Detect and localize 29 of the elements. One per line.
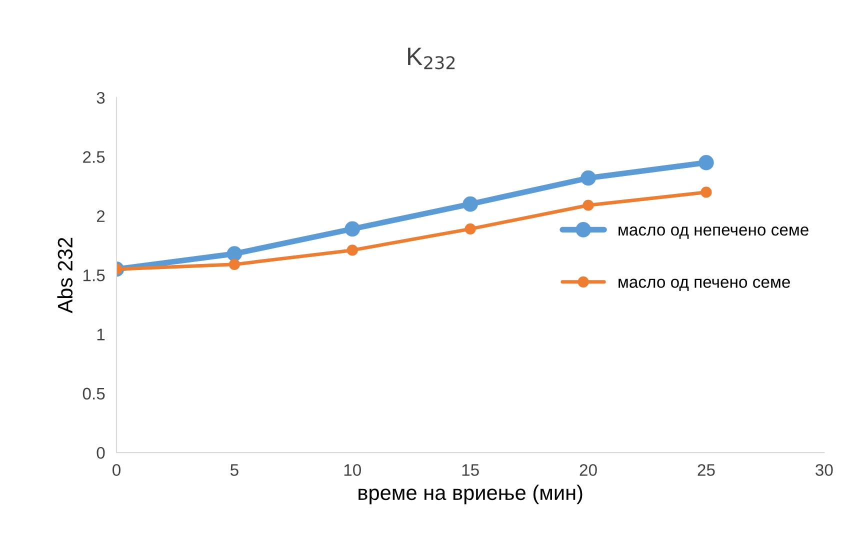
y-tick-label: 2.5 (83, 151, 105, 163)
point (228, 258, 240, 270)
x-tick-label: 25 (698, 464, 715, 476)
x-tick-label: 5 (230, 464, 238, 476)
x-axis-title: време на вриење (мин) (358, 484, 582, 504)
y-tick-label: 2 (96, 210, 105, 222)
y-tick-label: 0 (96, 446, 105, 459)
legend-label: масло од непечено семе (618, 226, 808, 239)
y-tick-label: 1.5 (84, 270, 105, 282)
point (462, 196, 478, 212)
point (698, 155, 714, 170)
x-tick-label: 30 (816, 464, 833, 476)
legend-label: масло од печено семе (618, 278, 790, 292)
y-axis-title: Abs 232 (57, 238, 73, 314)
y-tick-label: 3 (96, 92, 105, 104)
y-tick-label: 1 (97, 328, 105, 340)
x-tick-label: 20 (580, 464, 597, 476)
point (700, 186, 712, 198)
point (344, 221, 360, 237)
chart-title: K$_{232}$ (408, 48, 455, 70)
point (226, 246, 242, 262)
x-tick-label: 10 (344, 464, 362, 476)
point (346, 244, 358, 256)
x-tick-label: 15 (462, 464, 479, 476)
point (582, 200, 594, 211)
point (580, 170, 596, 186)
x-tick-label: 0 (112, 464, 120, 476)
y-tick-label: 0.5 (82, 388, 105, 400)
point (464, 223, 476, 234)
